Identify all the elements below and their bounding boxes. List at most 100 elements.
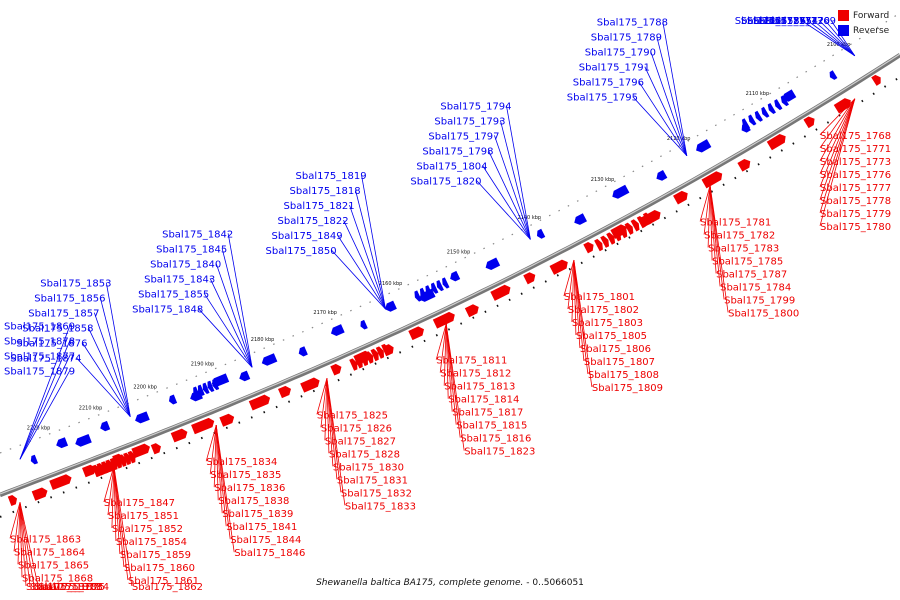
forward-gene — [701, 171, 723, 189]
forward-gene-label: Sbal175_1780 — [820, 222, 891, 233]
forward-gene-label: Sbal175_1873 — [30, 582, 101, 593]
gene-leader-line — [227, 233, 253, 368]
forward-gene — [359, 353, 369, 367]
kbp-tick-label: 2180 kbp — [251, 337, 275, 343]
forward-gene-label: Sbal175_1815 — [456, 421, 527, 432]
forward-gene-label: Sbal175_1816 — [460, 434, 531, 445]
reverse-gene — [298, 346, 308, 357]
gene-leader-line — [819, 98, 856, 174]
forward-gene-label: Sbal175_1835 — [210, 470, 281, 481]
forward-gene-label: Sbal175_1768 — [820, 131, 891, 142]
forward-gene-label: Sbal175_1839 — [222, 509, 293, 520]
forward-gene — [803, 116, 815, 129]
reverse-gene — [430, 282, 439, 294]
forward-gene-label: Sbal175_1864 — [14, 547, 85, 558]
reverse-gene-label: Sbal175_1797 — [428, 131, 499, 142]
forward-gene-label: Sbal175_1852 — [112, 524, 183, 535]
forward-gene — [370, 348, 379, 362]
reverse-gene-label: Sbal175_1796 — [573, 78, 644, 89]
gene-leader-line — [494, 135, 531, 240]
reverse-gene — [197, 384, 205, 396]
gene-leader-line — [445, 323, 453, 412]
reverse-gene-label: Sbal175_1874 — [10, 354, 81, 365]
gene-leader-line — [573, 259, 581, 349]
gene-leader-line — [819, 98, 856, 200]
gene-leader-line — [19, 355, 71, 460]
backbone-line — [0, 53, 900, 498]
reverse-gene-label: Sbal175_1878 — [4, 336, 75, 347]
forward-gene-label: Sbal175_1825 — [317, 410, 388, 421]
forward-gene — [191, 417, 215, 435]
reverse-gene — [741, 118, 751, 130]
gene-leader-line — [819, 98, 856, 226]
gene-leader-line — [573, 259, 593, 388]
gene-leader-line — [19, 325, 71, 460]
forward-gene-label: Sbal175_1870 — [26, 582, 97, 593]
caption-organism: Shewanella baltica BA175, complete genom… — [316, 578, 524, 588]
kbp-tick-label: 2140 kbp — [518, 215, 542, 221]
gene-leader-line — [445, 323, 449, 399]
gene-leader-line — [19, 502, 27, 587]
forward-gene — [349, 358, 358, 371]
forward-gene-label: Sbal175_1868 — [22, 573, 93, 584]
forward-gene-label: Sbal175_1817 — [452, 408, 523, 419]
gene-leader-line — [445, 323, 465, 451]
reverse-gene-label: Sbal175_1804 — [416, 161, 487, 172]
reverse-gene — [442, 277, 450, 289]
reverse-gene-label: Sbal175_1855 — [138, 289, 209, 300]
forward-gene — [150, 443, 161, 455]
gene-leader-line — [824, 19, 856, 57]
forward-gene-label: Sbal175_1784 — [720, 283, 791, 294]
gene-leader-line — [215, 425, 223, 514]
legend: Forward Reverse — [838, 8, 898, 38]
reverse-gene-label: Sbal175_1819 — [296, 171, 367, 182]
forward-gene-label: Sbal175_1783 — [708, 244, 779, 255]
reverse-gene-label: Sbal175_1849 — [272, 231, 343, 242]
forward-gene-label: Sbal175_1862 — [132, 582, 203, 593]
forward-gene — [114, 456, 122, 469]
reverse-gene-label: Sbal175_1820 — [410, 176, 481, 187]
reverse-gene — [767, 102, 776, 114]
gene-leader-line — [99, 297, 131, 417]
reverse-gene-label: Sbal175_1774 — [747, 16, 818, 27]
gene-leader-line — [819, 98, 856, 149]
gene-leader-line — [800, 19, 856, 57]
gene-leader-line — [9, 502, 21, 539]
gene-leader-line — [355, 190, 386, 310]
gene-leader-line — [656, 36, 688, 156]
reverse-gene — [207, 380, 215, 392]
forward-gene-label: Sbal175_1827 — [325, 436, 396, 447]
gene-leader-line — [13, 502, 21, 552]
forward-gene-label: Sbal175_1859 — [120, 550, 191, 561]
reverse-gene-label: Sbal175_1775 — [741, 16, 812, 27]
forward-gene — [375, 346, 385, 359]
gene-leader-line — [203, 293, 253, 368]
gene-leader-line — [324, 378, 328, 441]
forward-gene — [600, 235, 610, 248]
reverse-gene-label: Sbal175_1769 — [765, 16, 836, 27]
gene-leader-line — [819, 98, 856, 213]
gene-leader-line — [19, 370, 71, 460]
gene-leader-line — [215, 263, 253, 368]
reverse-gene-label: Sbal175_1843 — [144, 274, 215, 285]
reverse-gene — [202, 382, 210, 394]
gene-leader-line — [644, 66, 688, 156]
gene-leader-line — [349, 204, 386, 310]
reverse-gene — [330, 324, 345, 337]
forward-gene-label: Sbal175_1828 — [329, 449, 400, 460]
reverse-gene — [168, 394, 178, 405]
forward-gene — [583, 241, 594, 254]
reverse-gene-label: Sbal175_1798 — [422, 146, 493, 157]
reverse-gene — [75, 434, 92, 447]
reverse-gene — [193, 386, 201, 398]
forward-gene — [642, 212, 652, 225]
gene-leader-line — [573, 259, 577, 336]
forward-gene-label: Sbal175_1830 — [333, 462, 404, 473]
reverse-gene — [612, 184, 630, 199]
kbp-tick-label: 2200 kbp — [133, 384, 157, 390]
reverse-gene — [419, 288, 436, 302]
gene-leader-line — [482, 165, 531, 240]
gene-leader-line — [320, 378, 328, 428]
backbone-highlight — [0, 53, 900, 495]
reverse-gene-label: Sbal175_1842 — [162, 229, 233, 240]
